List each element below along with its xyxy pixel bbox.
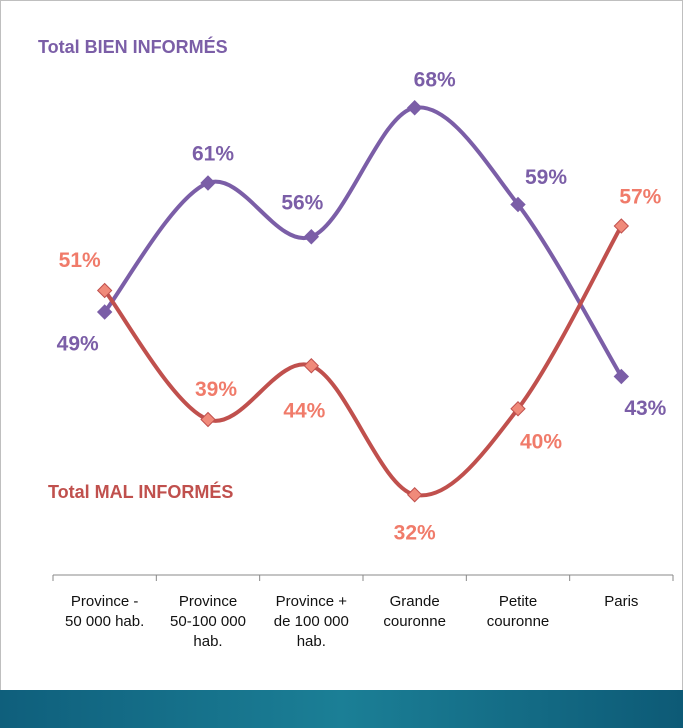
marker (200, 175, 216, 191)
data-label: 32% (394, 521, 436, 544)
marker (406, 487, 423, 503)
series-label: Total MAL INFORMÉS (48, 481, 233, 502)
data-label: 61% (192, 143, 234, 166)
data-label: 43% (624, 397, 666, 420)
series-line (103, 225, 624, 498)
x-tick-label: Grande couronne (383, 593, 446, 630)
data-label: 40% (520, 430, 562, 453)
data-label: 39% (195, 378, 237, 401)
marker (613, 368, 630, 385)
marker (510, 196, 526, 213)
x-tick-label: Province 50-100 000 hab. (170, 593, 246, 650)
marker (303, 229, 320, 245)
series-line (103, 105, 624, 378)
marker (613, 218, 630, 234)
x-tick-label: Paris (604, 593, 639, 610)
data-label: 68% (414, 68, 456, 91)
data-label: 56% (281, 191, 323, 214)
data-label: 49% (57, 333, 99, 356)
x-tick-label: Province - 50 000 hab. (65, 593, 145, 630)
footer-band (0, 690, 683, 728)
data-label: 51% (59, 249, 101, 272)
x-tick-label: Petite couronne (486, 593, 550, 630)
data-label: 57% (619, 186, 661, 209)
chart-border (0, 0, 683, 701)
data-label: 44% (283, 399, 325, 422)
marker (303, 358, 320, 374)
marker (510, 401, 526, 417)
marker (406, 100, 423, 116)
x-tick-label: Province + de 100 000 hab. (273, 593, 349, 650)
marker (96, 304, 113, 320)
series-label: Total BIEN INFORMÉS (38, 36, 228, 57)
marker (96, 282, 113, 299)
marker (200, 411, 216, 428)
data-label: 59% (525, 166, 567, 189)
